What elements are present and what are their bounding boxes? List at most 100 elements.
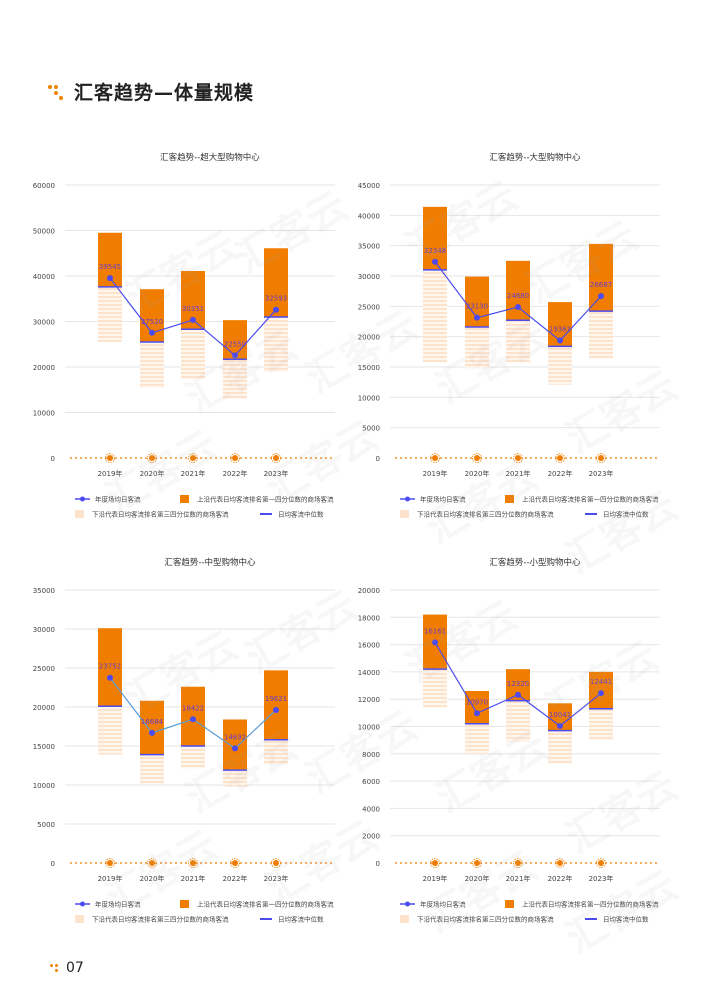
zero-marker (515, 455, 521, 461)
zero-marker (474, 455, 480, 461)
x-tick-label: 2022年 (548, 874, 573, 883)
zero-marker-ring (188, 858, 198, 868)
data-label: 22550 (224, 340, 246, 348)
y-tick-label: 16000 (358, 642, 380, 650)
y-tick-label: 10000 (358, 724, 380, 732)
zero-marker (598, 455, 604, 461)
data-label: 24880 (507, 292, 529, 300)
zero-marker (107, 860, 113, 866)
zero-marker (107, 455, 113, 461)
x-tick-label: 2022年 (223, 874, 248, 883)
data-label: 18422 (182, 704, 204, 712)
zero-marker-ring (430, 858, 440, 868)
legend-label: 年度场均日客流 (420, 495, 466, 504)
y-tick-label: 0 (376, 860, 380, 868)
legend-label: 下沿代表日均客流排名第三四分位数的商场客流 (417, 510, 554, 519)
legend-line-icon (80, 496, 85, 502)
zero-marker (474, 860, 480, 866)
chart-svg: 汇客趋势--超大型购物中心 0 10000 20000 30000 40000 50000 6… (33, 152, 335, 519)
lower-quartile-bar (181, 746, 205, 769)
lower-quartile-bar (140, 754, 164, 784)
chart-svg: 汇客趋势--大型购物中心 0 5000 10000 15000 20000 25000 300… (358, 152, 660, 519)
legend-label: 日均客流中位数 (278, 510, 324, 519)
zero-marker-ring (596, 858, 606, 868)
zero-marker (190, 860, 196, 866)
legend-label: 下沿代表日均客流排名第三四分位数的商场客流 (92, 915, 229, 924)
zero-marker-ring (472, 453, 482, 463)
avg-point (474, 710, 480, 717)
legend-line-icon (405, 496, 410, 502)
zero-marker (432, 455, 438, 461)
data-label: 10041 (549, 711, 571, 719)
lower-quartile-bar (423, 669, 447, 708)
x-tick-label: 2022年 (223, 469, 248, 478)
y-tick-label: 0 (51, 860, 55, 868)
avg-point (107, 674, 113, 681)
y-tick-label: 35000 (358, 243, 380, 251)
avg-point (232, 352, 238, 359)
avg-point (557, 722, 563, 729)
chart-title: 汇客趋势--中型购物中心 (164, 557, 256, 568)
lower-quartile-bar (548, 346, 572, 385)
lower-quartile-bar (98, 706, 122, 755)
lower-quartile-bar (223, 770, 247, 787)
avg-point (190, 716, 196, 723)
zero-marker (232, 455, 238, 461)
zero-marker-ring (513, 858, 523, 868)
y-tick-label: 10000 (33, 410, 55, 418)
data-label: 30351 (182, 305, 204, 313)
x-tick-label: 2021年 (506, 469, 531, 478)
zero-marker-ring (555, 858, 565, 868)
y-tick-label: 20000 (33, 364, 55, 372)
data-label: 16161 (424, 627, 446, 635)
legend-label: 上沿代表日均客流排名第一四分位数的商场客流 (197, 495, 334, 504)
y-tick-label: 20000 (358, 587, 380, 595)
y-tick-label: 15000 (358, 364, 380, 372)
data-label: 12320 (507, 680, 529, 688)
y-tick-label: 35000 (33, 587, 55, 595)
y-tick-label: 4000 (362, 805, 380, 813)
zero-marker-ring (472, 858, 482, 868)
y-tick-label: 45000 (358, 182, 380, 190)
lower-quartile-bar (465, 723, 489, 754)
y-tick-label: 18000 (358, 614, 380, 622)
upper-quartile-bar (465, 691, 489, 724)
x-tick-label: 2020年 (465, 469, 490, 478)
legend-label: 下沿代表日均客流排名第三四分位数的商场客流 (417, 915, 554, 924)
upper-quartile-bar (506, 260, 530, 321)
zero-marker-ring (271, 453, 281, 463)
upper-quartile-bar (140, 700, 164, 755)
lower-quartile-bar (548, 730, 572, 764)
avg-point (432, 639, 438, 646)
data-label: 12441 (590, 678, 612, 686)
y-tick-label: 25000 (358, 303, 380, 311)
x-tick-label: 2021年 (181, 469, 206, 478)
brand-dots-icon (50, 962, 62, 974)
chart-svg: 汇客趋势--中型购物中心 0 5000 10000 15000 20000 25000 300… (33, 557, 335, 924)
chart-svg: 汇客趋势--小型购物中心 0 2000 4000 6000 8000 10000 12000 1… (358, 557, 660, 924)
y-tick-label: 20000 (33, 704, 55, 712)
data-label: 32593 (265, 295, 287, 303)
data-label: 23130 (466, 303, 488, 311)
y-tick-label: 5000 (37, 821, 55, 829)
avg-point (190, 316, 196, 323)
lower-quartile-bar (589, 311, 613, 359)
lower-quartile-bar (423, 269, 447, 363)
legend-label: 上沿代表日均客流排名第一四分位数的商场客流 (197, 900, 334, 909)
lower-quartile-bar (140, 341, 164, 388)
zero-marker (190, 455, 196, 461)
y-tick-label: 5000 (362, 425, 380, 433)
data-label: 19621 (265, 695, 287, 703)
lower-quartile-bar (223, 359, 247, 399)
legend-orange-swatch-icon (505, 900, 514, 908)
data-label: 23752 (99, 663, 121, 671)
legend-label: 年度场均日客流 (420, 900, 466, 909)
zero-marker-ring (271, 858, 281, 868)
x-tick-label: 2019年 (98, 874, 123, 883)
chart-title: 汇客趋势--大型购物中心 (489, 152, 581, 163)
chart-super-large-mall: 汇客趋势--超大型购物中心 0 10000 20000 30000 40000 50000 6… (20, 140, 360, 530)
avg-point (474, 314, 480, 321)
avg-point (273, 306, 279, 313)
legend-light-swatch-icon (400, 915, 409, 923)
legend-label: 上沿代表日均客流排名第一四分位数的商场客流 (522, 495, 659, 504)
